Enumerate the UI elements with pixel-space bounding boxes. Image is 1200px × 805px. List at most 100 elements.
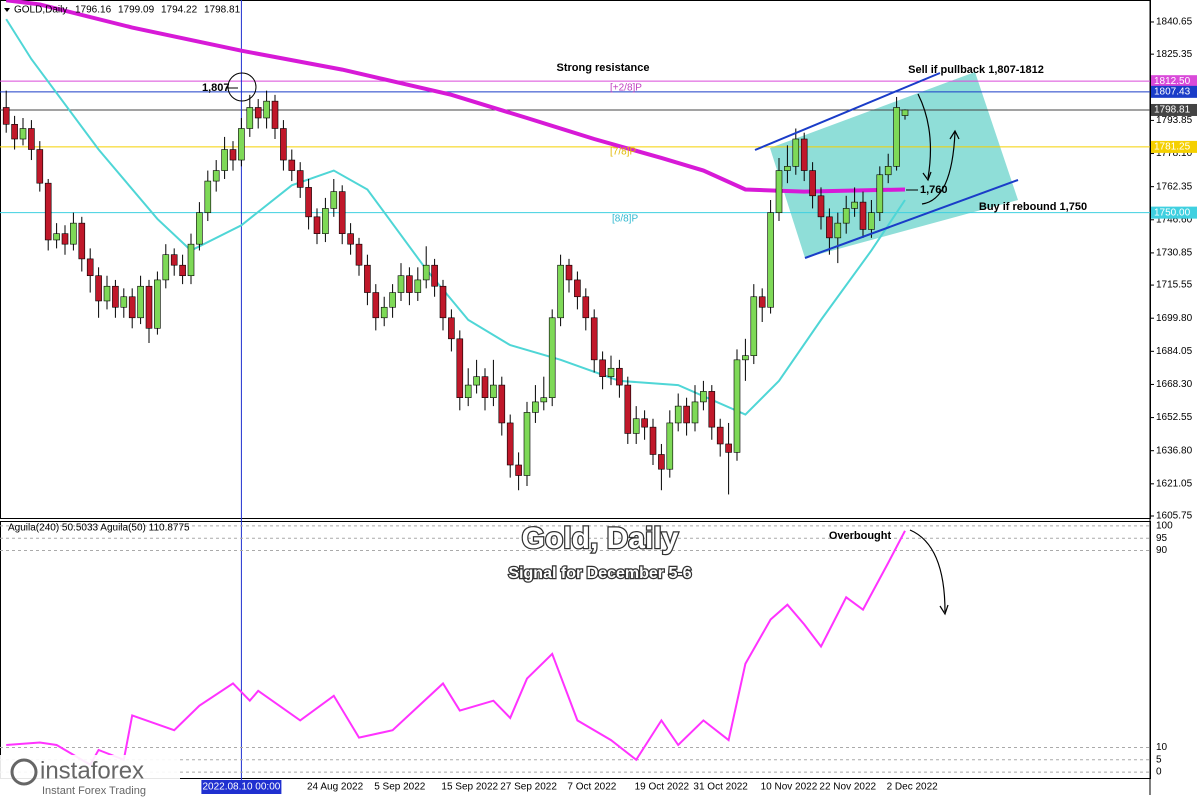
candle-body — [456, 338, 464, 399]
candle-body — [86, 258, 94, 277]
candle-body — [784, 166, 791, 171]
level-tag: [8/8]P — [612, 214, 638, 225]
candle-body — [271, 100, 279, 129]
candle-body — [338, 191, 346, 234]
x-tick-label: 2022.08.10 00:00 — [202, 782, 280, 793]
candle-body — [439, 285, 447, 319]
arrow-down — [917, 93, 932, 179]
candle-body — [649, 426, 657, 455]
candle-body — [170, 254, 178, 266]
candle-body — [95, 275, 102, 302]
x-tick-label: 15 Sep 2022 — [441, 782, 498, 793]
candle-body — [540, 397, 548, 403]
candle-body — [406, 275, 413, 293]
candle-body — [868, 212, 875, 230]
level-tag: [+2/8]P — [610, 83, 642, 94]
candle-body — [700, 391, 707, 403]
close: 1798.81 — [204, 5, 241, 16]
candle-body — [842, 208, 850, 224]
candle-body — [128, 296, 136, 319]
candle-body — [464, 384, 472, 399]
candle-body — [767, 212, 774, 308]
y-tick-label: 0 — [1156, 767, 1162, 778]
candle-body — [515, 464, 522, 476]
level-label: 1798.81 — [1154, 105, 1191, 116]
crosshair-box — [201, 780, 282, 794]
logo-globe — [10, 758, 38, 786]
candle-body — [145, 285, 153, 329]
channel-lower — [804, 179, 1019, 259]
candle-body — [254, 107, 262, 119]
candle-body — [61, 233, 69, 245]
candle-body — [742, 355, 749, 361]
y-tick-label: 1668.30 — [1156, 379, 1193, 390]
arrowhead — [939, 604, 949, 616]
candle-body — [355, 243, 363, 266]
candle-body — [616, 367, 623, 386]
candle-body — [380, 306, 388, 319]
annotation: Buy if rebound 1,750 — [979, 201, 1087, 213]
candle-body — [288, 159, 296, 171]
moving-average — [5, 0, 906, 194]
candle-body — [590, 317, 598, 361]
candle-body — [666, 422, 674, 470]
candle-body — [19, 128, 27, 140]
level-label: 1750.00 — [1154, 207, 1191, 218]
arrowhead — [922, 171, 932, 182]
candle-body — [229, 149, 237, 161]
arrowhead — [949, 129, 960, 140]
y-tick-label: 10 — [1156, 742, 1168, 753]
candle-body — [859, 201, 867, 230]
candle-body — [851, 201, 858, 209]
candle-body — [574, 279, 581, 298]
y-tick-label: 95 — [1156, 533, 1168, 544]
y-tick-label: 5 — [1156, 754, 1162, 765]
x-tick-label: 19 Oct 2022 — [635, 782, 690, 793]
level-label: 1807.43 — [1154, 86, 1191, 97]
candle-body — [78, 222, 86, 260]
chart-subtitle: Signal for December 5-6 — [508, 565, 691, 582]
candle-body — [44, 182, 52, 241]
y-tick-label: 1778.10 — [1156, 148, 1193, 159]
menu-icon — [4, 8, 10, 12]
candle-body — [800, 138, 808, 171]
y-tick-label: 1652.55 — [1156, 412, 1193, 423]
open: 1796.16 — [75, 5, 112, 16]
low: 1794.22 — [161, 5, 198, 16]
candle-body — [238, 128, 245, 161]
candle-body — [162, 254, 170, 281]
y-tick-label: 1730.85 — [1156, 248, 1193, 259]
logo-tagline: Instant Forex Trading — [42, 785, 146, 797]
candle-body — [137, 285, 144, 319]
chart-title: Gold, Daily — [522, 522, 679, 555]
candle-body — [422, 264, 430, 281]
symbol: GOLD,Daily — [14, 5, 67, 16]
y-tick-label: 1715.55 — [1156, 280, 1193, 291]
y-tick-label: 100 — [1156, 521, 1173, 532]
candle-body — [716, 426, 724, 445]
level-label: 1812.50 — [1154, 76, 1191, 87]
candle-body — [691, 401, 699, 424]
x-tick-label: 22 Nov 2022 — [819, 782, 876, 793]
candle-body — [548, 317, 556, 399]
candle-body — [674, 405, 682, 424]
y-tick-label: 1636.80 — [1156, 445, 1193, 456]
x-tick-label: 7 Oct 2022 — [567, 782, 616, 793]
candle-body — [414, 279, 422, 293]
candle-body — [624, 384, 632, 434]
candle-body — [221, 149, 228, 171]
candle-body — [364, 264, 371, 293]
candle-body — [296, 170, 304, 188]
candle-body — [103, 285, 111, 302]
candle-body — [817, 195, 825, 218]
y-tick-label: 1746.60 — [1156, 214, 1193, 225]
candle-body — [809, 170, 816, 197]
y-tick-label: 1605.75 — [1156, 511, 1193, 522]
indicator-line — [6, 530, 906, 767]
highlight-circle — [227, 72, 257, 102]
candle-body — [154, 279, 161, 329]
x-tick-label: 31 Oct 2022 — [693, 782, 748, 793]
